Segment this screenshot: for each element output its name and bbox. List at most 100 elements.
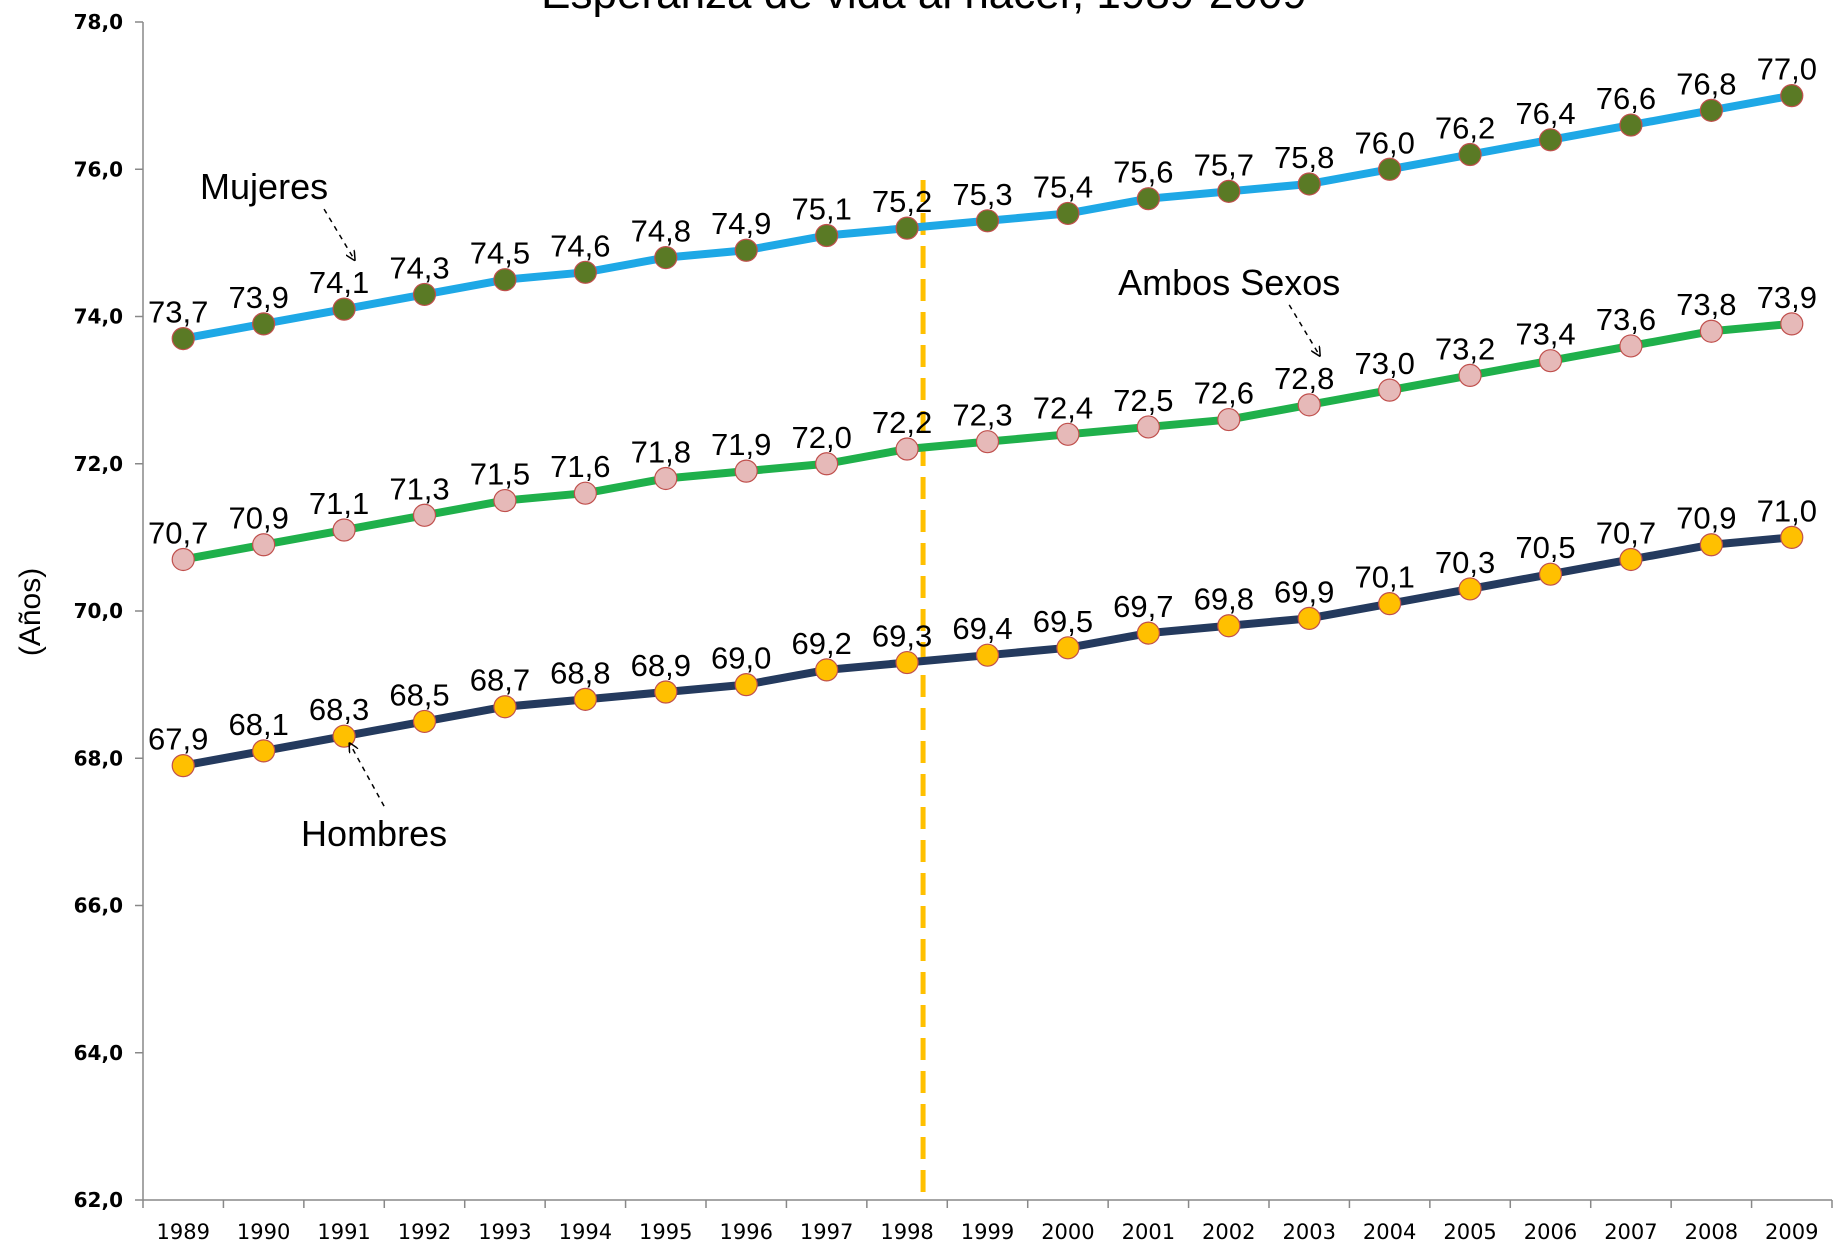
data-label-mujeres: 74,1 [309, 265, 369, 300]
data-label-mujeres: 73,7 [148, 295, 208, 330]
data-label-ambos-sexos: 73,8 [1676, 287, 1736, 322]
y-axis-label: (Años) [14, 568, 47, 656]
data-point-ambos-sexos [1458, 363, 1482, 387]
data-point-mujeres [1458, 142, 1482, 167]
data-point-mujeres [1538, 128, 1563, 152]
data-label-hombres: 69,3 [872, 619, 932, 654]
data-label-ambos-sexos: 72,8 [1274, 361, 1334, 396]
x-tick-label: 2008 [1685, 1220, 1738, 1244]
data-label-hombres: 70,5 [1515, 530, 1575, 565]
data-label-ambos-sexos: 71,6 [550, 449, 610, 484]
data-label-ambos-sexos: 73,0 [1354, 346, 1414, 381]
data-point-hombres [493, 695, 517, 719]
data-point-mujeres [1699, 98, 1723, 122]
data-label-mujeres: 77,0 [1757, 52, 1817, 87]
data-label-ambos-sexos: 71,8 [631, 434, 691, 469]
data-label-ambos-sexos: 72,3 [952, 398, 1012, 433]
data-point-hombres [1378, 592, 1402, 616]
annotation-arrow-hombres [350, 744, 385, 807]
data-point-mujeres [493, 268, 517, 292]
data-label-ambos-sexos: 73,4 [1515, 317, 1575, 352]
x-tick-label: 1994 [559, 1220, 612, 1244]
x-tick-label: 1992 [398, 1220, 451, 1244]
data-label-mujeres: 74,8 [631, 214, 691, 249]
data-point-ambos-sexos [412, 503, 437, 527]
data-point-hombres [252, 739, 276, 763]
data-point-mujeres [573, 260, 597, 284]
x-tick-label: 2006 [1524, 1220, 1577, 1244]
data-label-hombres: 68,8 [550, 655, 610, 690]
data-label-mujeres: 75,6 [1113, 155, 1173, 190]
data-point-hombres [734, 673, 758, 697]
data-label-ambos-sexos: 73,6 [1596, 302, 1656, 337]
data-label-hombres: 69,2 [791, 626, 851, 661]
data-label-mujeres: 76,2 [1435, 111, 1495, 146]
data-label-ambos-sexos: 72,4 [1033, 390, 1093, 425]
data-point-mujeres [654, 246, 678, 270]
data-label-hombres: 69,9 [1274, 574, 1334, 609]
data-label-hombres: 68,5 [389, 677, 449, 712]
data-point-ambos-sexos [573, 481, 597, 505]
x-tick-label: 1991 [317, 1220, 370, 1244]
data-point-ambos-sexos [1378, 378, 1402, 402]
data-label-mujeres: 76,0 [1354, 125, 1414, 160]
data-label-mujeres: 74,9 [711, 206, 771, 241]
data-label-hombres: 68,1 [228, 707, 288, 742]
data-point-mujeres [1619, 113, 1643, 137]
chart-title: Esperanza de vida al nacer, 1989-2009 [541, 0, 1307, 18]
data-point-ambos-sexos [1780, 312, 1804, 336]
y-tick-label: 66,0 [74, 894, 123, 918]
data-point-hombres [573, 687, 597, 711]
y-tick-label: 64,0 [74, 1041, 123, 1065]
data-point-hombres [1136, 621, 1160, 645]
x-tick-label: 2001 [1122, 1220, 1175, 1244]
annotation-arrow-ambos-sexos [1288, 304, 1319, 355]
data-point-hombres [815, 658, 839, 682]
data-labels: 73,7 73,9 74,1 74,3 74,5 74,6 74,8 74,9 75,1 75,2… [148, 52, 1817, 757]
data-point-mujeres [1297, 172, 1321, 196]
data-label-hombres: 68,7 [470, 663, 530, 698]
data-point-mujeres [1378, 157, 1402, 181]
data-label-mujeres: 75,3 [952, 177, 1012, 212]
data-label-ambos-sexos: 72,6 [1194, 376, 1254, 411]
x-tick-label: 1997 [800, 1220, 853, 1244]
x-tick-label: 1989 [156, 1220, 209, 1244]
data-point-ambos-sexos [654, 466, 678, 491]
data-point-ambos-sexos [1699, 319, 1723, 343]
x-tick-label: 1993 [478, 1220, 531, 1244]
data-label-ambos-sexos: 73,2 [1435, 331, 1495, 366]
data-point-hombres [654, 680, 678, 704]
data-point-hombres [1458, 577, 1482, 601]
data-label-hombres: 68,3 [309, 692, 369, 727]
data-label-hombres: 69,7 [1113, 589, 1173, 624]
data-point-ambos-sexos [1538, 349, 1563, 373]
y-tick-label: 78,0 [74, 10, 123, 34]
data-point-mujeres [1136, 187, 1160, 211]
data-point-ambos-sexos [171, 547, 195, 572]
data-label-ambos-sexos: 70,7 [148, 515, 208, 550]
data-label-mujeres: 75,2 [872, 184, 932, 219]
data-point-hombres [412, 709, 437, 734]
data-point-ambos-sexos [815, 452, 839, 476]
data-point-hombres [1699, 533, 1723, 557]
annotation-arrow-mujeres [323, 208, 354, 259]
data-point-ambos-sexos [1136, 415, 1160, 439]
data-point-ambos-sexos [975, 430, 1000, 454]
data-label-hombres: 69,0 [711, 641, 771, 676]
x-tick-label: 1996 [719, 1220, 772, 1244]
data-label-ambos-sexos: 72,2 [872, 405, 932, 440]
data-label-mujeres: 76,8 [1676, 66, 1736, 101]
x-tick-label: 1998 [880, 1220, 933, 1244]
data-label-hombres: 70,7 [1596, 515, 1656, 550]
data-point-ambos-sexos [1619, 334, 1643, 358]
data-label-mujeres: 76,4 [1515, 96, 1575, 131]
data-label-hombres: 67,9 [148, 722, 208, 757]
axes: 62,0 64,0 66,0 68,0 70,0 72,0 74,0 76,0 78,0 1989… [74, 10, 1833, 1244]
x-tick-label: 2004 [1363, 1220, 1416, 1244]
data-point-mujeres [1780, 84, 1804, 108]
data-point-mujeres [412, 282, 437, 307]
y-tick-label: 62,0 [74, 1188, 123, 1212]
annotations: Mujeres Ambos Sexos Hombres [200, 166, 1340, 854]
data-point-hombres [975, 643, 1000, 667]
